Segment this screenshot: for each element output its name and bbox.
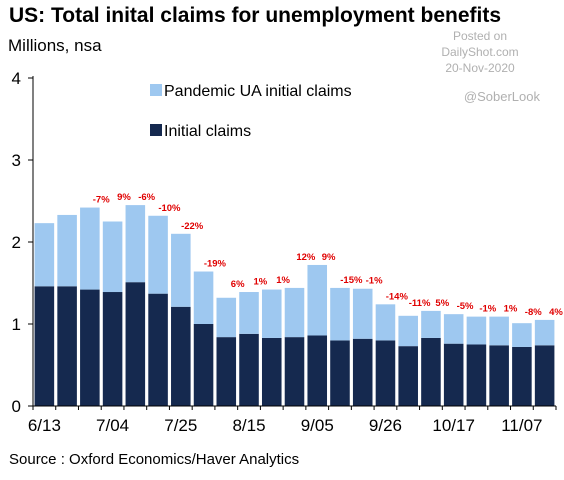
data-labels-layer: -7% 9% -6%-10%-22%-19%6% 1% 1%12% 9%-15% -1%-1… xyxy=(93,192,564,318)
bar-pandemic-ua xyxy=(512,323,532,347)
bar-initial-claims xyxy=(307,335,328,406)
bar-pandemic-ua xyxy=(261,289,282,338)
data-label: -1% xyxy=(479,304,496,315)
data-label: 9% xyxy=(117,192,131,203)
bar-pandemic-ua xyxy=(80,207,100,290)
data-label: -15% xyxy=(340,275,363,286)
watermark-handle: @SoberLook xyxy=(463,89,540,104)
bar-pandemic-ua xyxy=(239,292,259,334)
x-tick-label: 10/17 xyxy=(432,416,475,435)
bar-initial-claims xyxy=(534,345,555,406)
bar-initial-claims xyxy=(489,345,509,406)
y-tick-label: 1 xyxy=(12,315,21,334)
watermark-site: DailyShot.com xyxy=(441,45,519,59)
data-label: -7% xyxy=(93,195,110,206)
axes-layer: 0 1 2 3 4 6/13 7/04 7/25 8/15 9/05 9/26 10/17 11/07 xyxy=(12,69,557,435)
data-label: 4% xyxy=(549,307,563,318)
bar-pandemic-ua xyxy=(284,287,305,338)
bar-pandemic-ua xyxy=(352,288,373,339)
bar-initial-claims xyxy=(102,292,123,406)
bar-pandemic-ua xyxy=(193,271,214,324)
bar-initial-claims xyxy=(375,340,396,406)
data-label: -5% xyxy=(457,301,474,312)
y-tick-label: 3 xyxy=(12,151,21,170)
data-label: 9% xyxy=(322,252,336,263)
bar-initial-claims xyxy=(80,289,100,406)
bars-layer xyxy=(34,205,555,406)
data-label: -22% xyxy=(181,221,204,232)
legend-swatch-pandemic-ua xyxy=(150,84,162,96)
legend-label-initial-claims: Initial claims xyxy=(164,123,251,140)
legend-label-pandemic-ua: Pandemic UA initial claims xyxy=(164,83,352,100)
bar-initial-claims xyxy=(352,338,373,406)
bar-initial-claims xyxy=(261,337,282,406)
bar-initial-claims xyxy=(125,282,146,406)
bar-pandemic-ua xyxy=(443,314,464,344)
bar-pandemic-ua xyxy=(102,221,123,293)
bar-pandemic-ua xyxy=(330,287,350,341)
y-tick-label: 2 xyxy=(12,233,21,252)
watermark-posted-on: Posted on xyxy=(452,29,508,43)
chart-title: US: Total inital claims for unemployment… xyxy=(9,4,502,27)
data-label: -11% xyxy=(409,298,431,309)
bar-pandemic-ua xyxy=(466,316,487,345)
bar-pandemic-ua xyxy=(216,297,237,338)
bar-pandemic-ua xyxy=(398,315,418,347)
bar-pandemic-ua xyxy=(171,233,191,307)
data-label: 12% xyxy=(296,252,316,263)
bar-pandemic-ua xyxy=(307,264,328,336)
data-label: 6% xyxy=(231,279,245,290)
x-tick-label: 9/26 xyxy=(369,416,402,435)
x-tick-label: 9/05 xyxy=(301,416,334,435)
x-tick-label: 7/25 xyxy=(164,416,197,435)
bar-pandemic-ua xyxy=(375,304,396,341)
bar-initial-claims xyxy=(148,293,168,406)
bar-initial-claims xyxy=(284,337,305,406)
data-label: 5% xyxy=(435,298,449,309)
bar-initial-claims xyxy=(421,337,441,406)
x-tick-label: 11/07 xyxy=(501,416,542,435)
bar-initial-claims xyxy=(443,343,464,406)
bar-initial-claims xyxy=(34,286,55,406)
bar-initial-claims xyxy=(216,337,237,406)
source-note: Source : Oxford Economics/Haver Analytic… xyxy=(9,451,300,468)
data-label: 1% xyxy=(254,277,268,288)
bar-pandemic-ua xyxy=(34,223,55,287)
bar-pandemic-ua xyxy=(489,316,509,346)
bar-initial-claims xyxy=(398,346,418,406)
data-label: 1% xyxy=(276,275,290,286)
bar-initial-claims xyxy=(171,306,191,406)
bar-initial-claims xyxy=(193,324,214,406)
y-tick-label: 0 xyxy=(12,397,21,416)
data-label: -14% xyxy=(386,291,409,302)
watermark: Posted on DailyShot.com 20-Nov-2020 xyxy=(420,28,540,76)
data-label: -6% xyxy=(138,192,155,203)
watermark-date: 20-Nov-2020 xyxy=(445,61,515,75)
y-axis-label: Millions, nsa xyxy=(8,36,102,55)
bar-pandemic-ua xyxy=(421,310,441,338)
data-label: 1% xyxy=(504,304,518,315)
y-tick-label: 4 xyxy=(12,69,21,88)
x-tick-label: 6/13 xyxy=(28,416,61,435)
bar-pandemic-ua xyxy=(57,214,77,287)
data-label: -10% xyxy=(158,203,181,214)
bar-initial-claims xyxy=(330,340,350,406)
legend: Pandemic UA initial claims Initial claim… xyxy=(150,83,352,140)
bar-pandemic-ua xyxy=(534,319,555,346)
bar-pandemic-ua xyxy=(148,215,168,294)
bar-initial-claims xyxy=(466,344,487,406)
x-tick-label: 8/15 xyxy=(232,416,265,435)
bar-initial-claims xyxy=(512,346,532,406)
data-label: -19% xyxy=(204,259,227,270)
bar-initial-claims xyxy=(239,333,259,406)
data-label: -8% xyxy=(525,307,542,318)
bar-pandemic-ua xyxy=(125,205,146,283)
x-tick-label: 7/04 xyxy=(96,416,129,435)
data-label: -1% xyxy=(366,276,383,287)
legend-swatch-initial-claims xyxy=(150,124,162,136)
bar-initial-claims xyxy=(57,286,77,406)
